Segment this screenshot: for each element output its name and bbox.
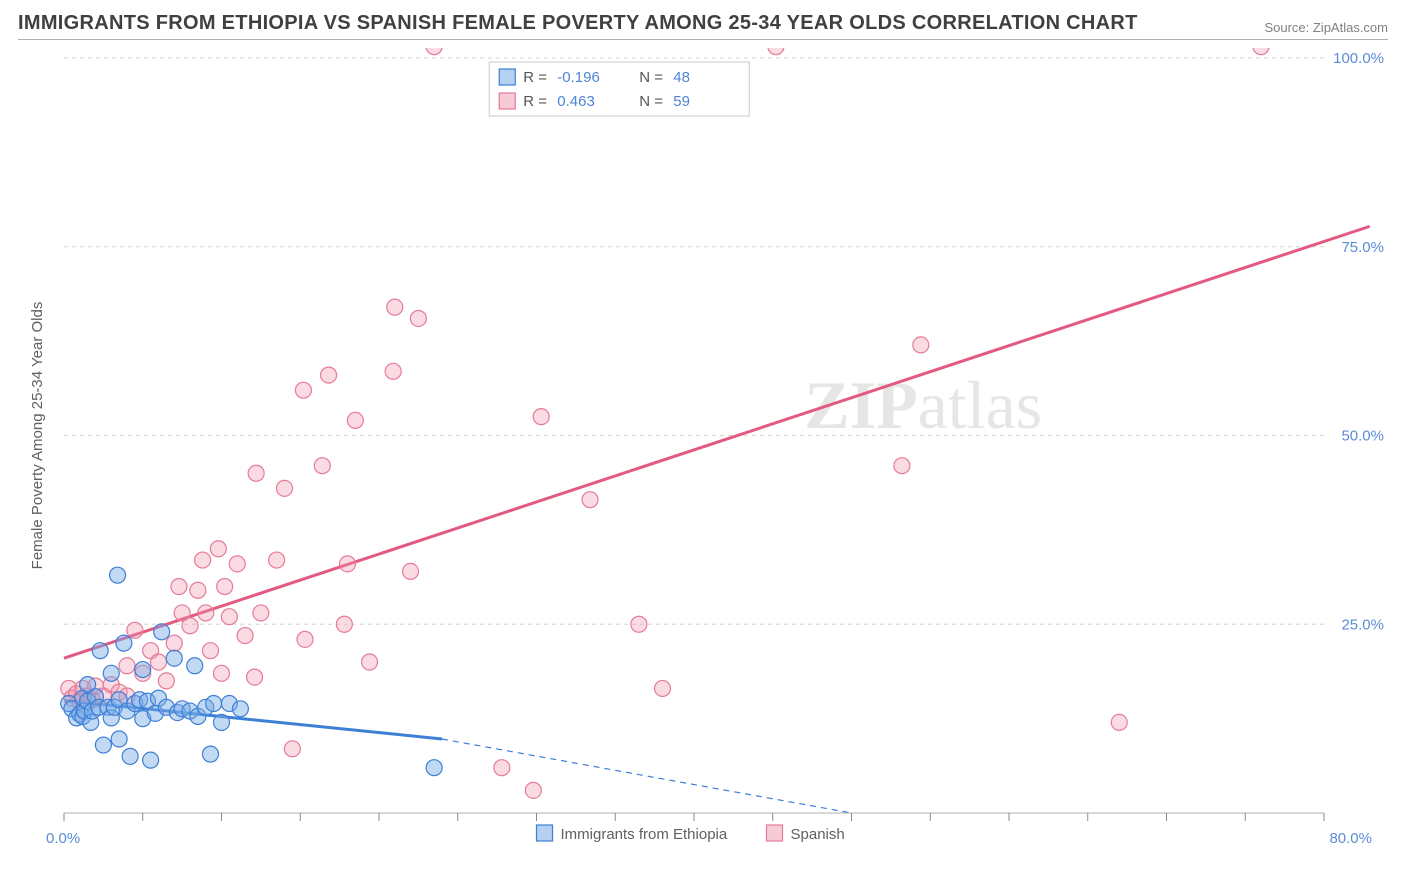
data-point-spanish [253,605,269,621]
data-point-spanish [533,409,549,425]
data-point-spanish [340,556,356,572]
x-tick-label: 80.0% [1329,830,1372,847]
data-point-spanish [1111,714,1127,730]
legend-r-value: 0.463 [557,93,595,110]
data-point-spanish [119,658,135,674]
data-point-spanish [229,556,245,572]
data-point-spanish [385,363,401,379]
data-point-ethiopia [232,701,248,717]
legend-r-value: -0.196 [557,69,600,86]
data-point-spanish [403,563,419,579]
x-legend-swatch-ethiopia [537,825,553,841]
x-legend-label-spanish: Spanish [791,826,845,843]
data-point-spanish [221,609,237,625]
data-point-spanish [297,631,313,647]
data-point-ethiopia [92,643,108,659]
data-point-spanish [195,552,211,568]
data-point-ethiopia [110,567,126,583]
data-point-spanish [582,492,598,508]
data-point-spanish [269,552,285,568]
data-point-spanish [347,412,363,428]
data-point-spanish [894,458,910,474]
data-point-spanish [295,382,311,398]
data-point-spanish [158,673,174,689]
data-point-spanish [321,367,337,383]
data-point-spanish [166,635,182,651]
data-point-ethiopia [426,760,442,776]
data-point-spanish [190,582,206,598]
data-point-spanish [655,680,671,696]
data-point-spanish [768,48,784,55]
data-point-spanish [314,458,330,474]
data-point-ethiopia [116,635,132,651]
data-point-spanish [525,782,541,798]
data-point-spanish [913,337,929,353]
trend-line-spanish [64,226,1370,658]
x-tick-label: 0.0% [46,830,80,847]
data-point-spanish [336,616,352,632]
legend-r-label: R = [523,69,547,86]
data-point-ethiopia [166,650,182,666]
data-point-ethiopia [206,696,222,712]
chart-source: Source: ZipAtlas.com [1264,20,1388,35]
data-point-ethiopia [143,752,159,768]
legend-swatch-spanish [499,93,515,109]
data-point-spanish [214,665,230,681]
data-point-spanish [494,760,510,776]
data-point-spanish [202,643,218,659]
data-point-spanish [631,616,647,632]
data-point-spanish [127,622,143,638]
data-point-ethiopia [95,737,111,753]
data-point-spanish [426,48,442,55]
data-point-spanish [247,669,263,685]
data-point-spanish [151,654,167,670]
data-point-spanish [217,579,233,595]
data-point-spanish [237,628,253,644]
legend-r-label: R = [523,93,547,110]
data-point-ethiopia [187,658,203,674]
y-tick-label: 25.0% [1341,616,1384,633]
chart-container: ZIPatlas 0.0% 80.0% 25.0% 50.0% 75.0% 100.0% Fe… [18,48,1388,868]
data-point-ethiopia [154,624,170,640]
data-point-spanish [182,618,198,634]
data-point-spanish [362,654,378,670]
legend-swatch-ethiopia [499,69,515,85]
data-point-spanish [387,299,403,315]
data-point-spanish [277,480,293,496]
data-point-ethiopia [111,731,127,747]
data-point-spanish [210,541,226,557]
data-point-spanish [198,605,214,621]
correlation-scatter-chart: ZIPatlas 0.0% 80.0% 25.0% 50.0% 75.0% 100.0% Fe… [18,48,1388,868]
data-point-spanish [284,741,300,757]
y-tick-label: 50.0% [1341,428,1384,445]
y-tick-label: 75.0% [1341,239,1384,256]
data-point-ethiopia [122,748,138,764]
data-point-spanish [410,310,426,326]
y-axis-label: Female Poverty Among 25-34 Year Olds [29,302,46,570]
chart-header: IMMIGRANTS FROM ETHIOPIA VS SPANISH FEMA… [18,12,1388,40]
chart-title: IMMIGRANTS FROM ETHIOPIA VS SPANISH FEMA… [18,12,1138,35]
data-point-ethiopia [135,662,151,678]
x-legend-label-ethiopia: Immigrants from Ethiopia [561,826,728,843]
legend-n-label: N = [639,69,663,86]
y-tick-label: 100.0% [1333,50,1384,67]
legend-n-label: N = [639,93,663,110]
watermark: ZIPatlas [804,367,1042,443]
legend-n-value: 48 [673,69,690,86]
data-point-spanish [248,465,264,481]
data-point-ethiopia [202,746,218,762]
x-legend-swatch-spanish [767,825,783,841]
data-point-ethiopia [214,714,230,730]
data-point-ethiopia [103,665,119,681]
data-point-spanish [171,579,187,595]
data-point-spanish [1253,48,1269,55]
legend-n-value: 59 [673,93,690,110]
